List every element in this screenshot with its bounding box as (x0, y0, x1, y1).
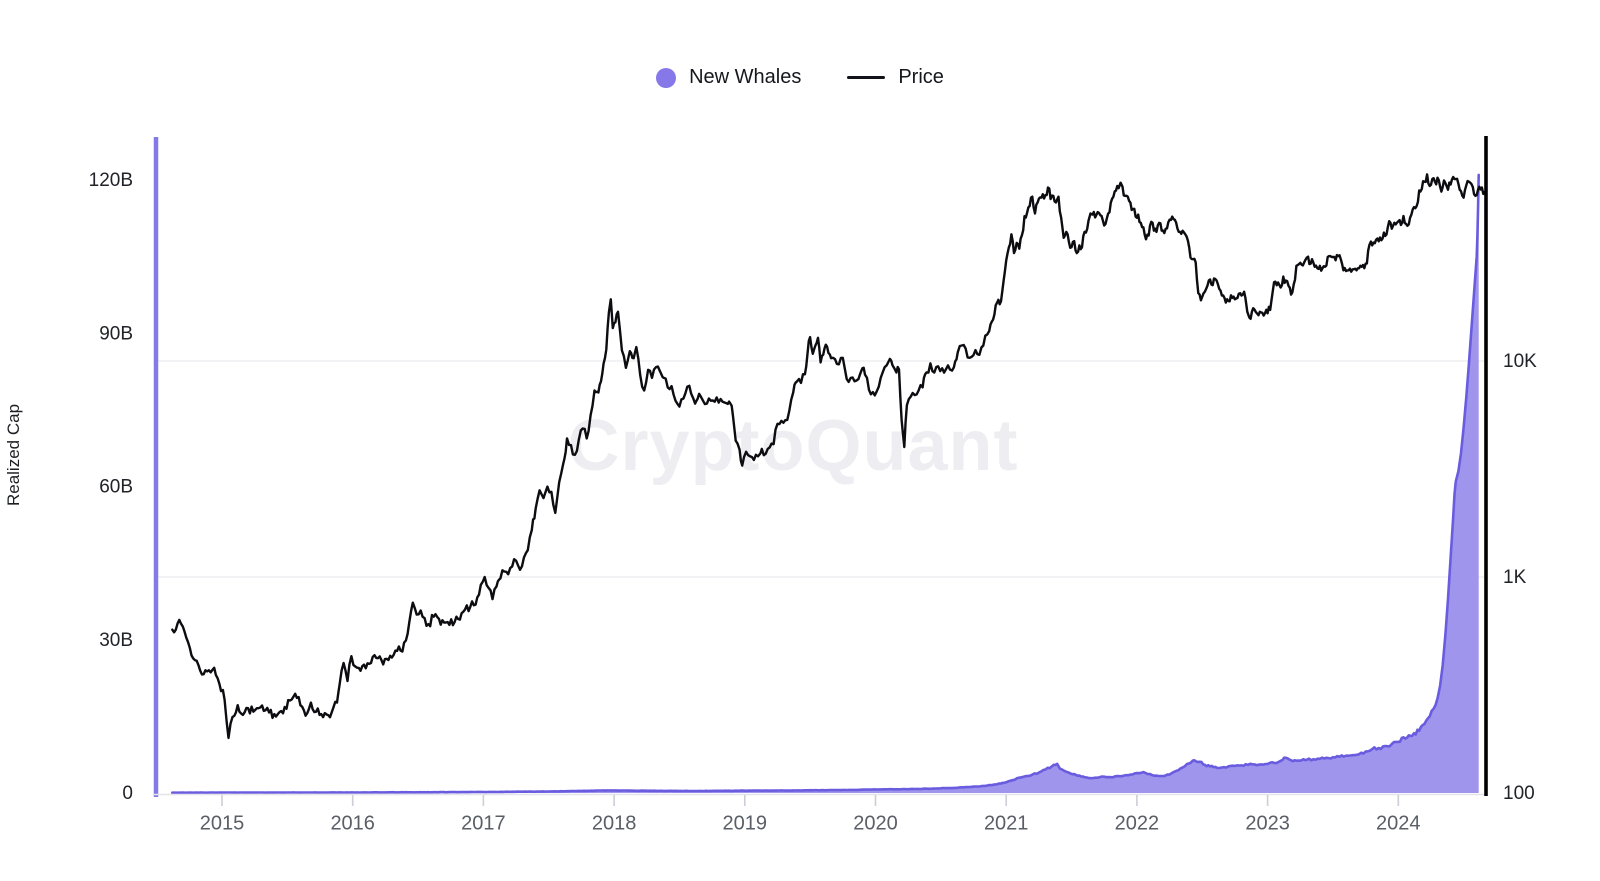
right-tick-label-10K: 10K (1503, 351, 1537, 372)
legend-label-price: Price (898, 66, 944, 88)
new-whales-line (171, 173, 1480, 794)
new-whales-area (172, 174, 1479, 793)
x-tick-label-2016: 2016 (330, 812, 375, 834)
x-tick-label-2024: 2024 (1376, 812, 1421, 834)
x-tick-label-2017: 2017 (461, 812, 506, 834)
y-axis-title: Realized Cap (4, 403, 23, 507)
right-tick-label-1K: 1K (1503, 567, 1527, 588)
left-tick-label-90B: 90B (99, 323, 133, 344)
x-tick-label-2018: 2018 (592, 812, 637, 834)
x-tick-label-2019: 2019 (723, 812, 768, 834)
left-tick-label-120B: 120B (89, 170, 133, 191)
price-line-icon (847, 75, 886, 80)
right-tick-label-100: 100 (1503, 783, 1535, 804)
x-tick-label-2020: 2020 (853, 812, 898, 834)
x-tick-label-2015: 2015 (200, 812, 245, 834)
left-tick-label-30B: 30B (99, 630, 133, 651)
legend: New Whales Price (0, 66, 1600, 89)
x-tick-label-2022: 2022 (1115, 812, 1160, 834)
left-tick-label-60B: 60B (99, 477, 133, 498)
x-tick-label-2023: 2023 (1245, 812, 1290, 834)
price-line (171, 173, 1486, 740)
new-whales-dot-icon (656, 67, 677, 88)
left-tick-label-0: 0 (122, 783, 133, 804)
legend-item-price[interactable]: Price (847, 66, 944, 89)
legend-label-new-whales: New Whales (689, 66, 802, 88)
watermark: CryptoQuant (567, 406, 1019, 486)
legend-item-new-whales[interactable]: New Whales (656, 66, 801, 89)
x-tick-label-2021: 2021 (984, 812, 1029, 834)
